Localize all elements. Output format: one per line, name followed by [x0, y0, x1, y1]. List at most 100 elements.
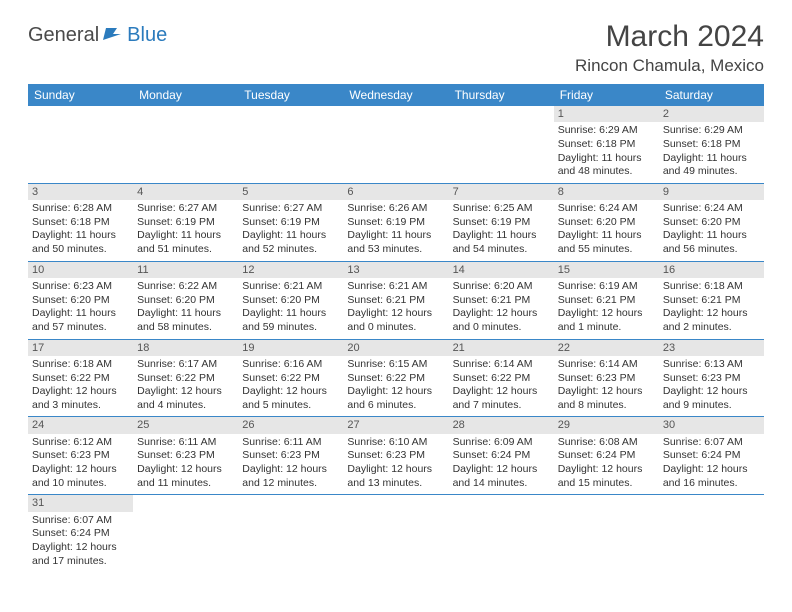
- day-number: 22: [554, 340, 659, 356]
- day-number: 17: [28, 340, 133, 356]
- sunrise-text: Sunrise: 6:25 AM: [453, 202, 550, 216]
- sunrise-text: Sunrise: 6:21 AM: [242, 280, 339, 294]
- sunset-text: Sunset: 6:21 PM: [558, 294, 655, 308]
- calendar-cell: 9Sunrise: 6:24 AMSunset: 6:20 PMDaylight…: [659, 183, 764, 261]
- day-number: 14: [449, 262, 554, 278]
- calendar-cell: 15Sunrise: 6:19 AMSunset: 6:21 PMDayligh…: [554, 261, 659, 339]
- sunrise-text: Sunrise: 6:27 AM: [137, 202, 234, 216]
- sunset-text: Sunset: 6:21 PM: [453, 294, 550, 308]
- sunset-text: Sunset: 6:24 PM: [663, 449, 760, 463]
- calendar-cell: [133, 106, 238, 183]
- sunrise-text: Sunrise: 6:24 AM: [663, 202, 760, 216]
- calendar-cell: 16Sunrise: 6:18 AMSunset: 6:21 PMDayligh…: [659, 261, 764, 339]
- calendar-cell: 19Sunrise: 6:16 AMSunset: 6:22 PMDayligh…: [238, 339, 343, 417]
- sunset-text: Sunset: 6:18 PM: [32, 216, 129, 230]
- weekday-header: Sunday: [28, 84, 133, 106]
- sunset-text: Sunset: 6:20 PM: [242, 294, 339, 308]
- daylight-text: Daylight: 11 hours and 48 minutes.: [558, 152, 655, 179]
- daylight-text: Daylight: 12 hours and 8 minutes.: [558, 385, 655, 412]
- sunrise-text: Sunrise: 6:19 AM: [558, 280, 655, 294]
- day-number: 4: [133, 184, 238, 200]
- calendar-cell: 20Sunrise: 6:15 AMSunset: 6:22 PMDayligh…: [343, 339, 448, 417]
- calendar-cell: 28Sunrise: 6:09 AMSunset: 6:24 PMDayligh…: [449, 417, 554, 495]
- day-number: 26: [238, 417, 343, 433]
- calendar-cell: 22Sunrise: 6:14 AMSunset: 6:23 PMDayligh…: [554, 339, 659, 417]
- sunrise-text: Sunrise: 6:22 AM: [137, 280, 234, 294]
- daylight-text: Daylight: 12 hours and 4 minutes.: [137, 385, 234, 412]
- daylight-text: Daylight: 11 hours and 52 minutes.: [242, 229, 339, 256]
- calendar-cell: 23Sunrise: 6:13 AMSunset: 6:23 PMDayligh…: [659, 339, 764, 417]
- calendar-cell: 13Sunrise: 6:21 AMSunset: 6:21 PMDayligh…: [343, 261, 448, 339]
- sunrise-text: Sunrise: 6:10 AM: [347, 436, 444, 450]
- calendar-cell: [343, 495, 448, 572]
- day-number: 23: [659, 340, 764, 356]
- day-number: 10: [28, 262, 133, 278]
- sunset-text: Sunset: 6:18 PM: [558, 138, 655, 152]
- weekday-header: Tuesday: [238, 84, 343, 106]
- calendar-cell: 2Sunrise: 6:29 AMSunset: 6:18 PMDaylight…: [659, 106, 764, 183]
- daylight-text: Daylight: 11 hours and 54 minutes.: [453, 229, 550, 256]
- calendar-row: 24Sunrise: 6:12 AMSunset: 6:23 PMDayligh…: [28, 417, 764, 495]
- calendar-cell: 25Sunrise: 6:11 AMSunset: 6:23 PMDayligh…: [133, 417, 238, 495]
- daylight-text: Daylight: 12 hours and 11 minutes.: [137, 463, 234, 490]
- calendar-row: 31Sunrise: 6:07 AMSunset: 6:24 PMDayligh…: [28, 495, 764, 572]
- sunrise-text: Sunrise: 6:15 AM: [347, 358, 444, 372]
- sunset-text: Sunset: 6:20 PM: [663, 216, 760, 230]
- day-number: 31: [28, 495, 133, 511]
- day-number: 20: [343, 340, 448, 356]
- sunrise-text: Sunrise: 6:18 AM: [663, 280, 760, 294]
- calendar-cell: 27Sunrise: 6:10 AMSunset: 6:23 PMDayligh…: [343, 417, 448, 495]
- calendar-cell: 12Sunrise: 6:21 AMSunset: 6:20 PMDayligh…: [238, 261, 343, 339]
- calendar-cell: [238, 106, 343, 183]
- day-number: 13: [343, 262, 448, 278]
- sunset-text: Sunset: 6:23 PM: [137, 449, 234, 463]
- weekday-header: Wednesday: [343, 84, 448, 106]
- daylight-text: Daylight: 12 hours and 13 minutes.: [347, 463, 444, 490]
- daylight-text: Daylight: 12 hours and 16 minutes.: [663, 463, 760, 490]
- day-number: 28: [449, 417, 554, 433]
- calendar-row: 1Sunrise: 6:29 AMSunset: 6:18 PMDaylight…: [28, 106, 764, 183]
- day-number: 27: [343, 417, 448, 433]
- sunset-text: Sunset: 6:19 PM: [242, 216, 339, 230]
- logo-text-blue: Blue: [127, 24, 167, 47]
- sunrise-text: Sunrise: 6:20 AM: [453, 280, 550, 294]
- calendar-cell: 26Sunrise: 6:11 AMSunset: 6:23 PMDayligh…: [238, 417, 343, 495]
- daylight-text: Daylight: 12 hours and 9 minutes.: [663, 385, 760, 412]
- calendar-cell: 10Sunrise: 6:23 AMSunset: 6:20 PMDayligh…: [28, 261, 133, 339]
- sunset-text: Sunset: 6:23 PM: [558, 372, 655, 386]
- day-number: 18: [133, 340, 238, 356]
- sunset-text: Sunset: 6:19 PM: [137, 216, 234, 230]
- day-number: 24: [28, 417, 133, 433]
- sunset-text: Sunset: 6:19 PM: [347, 216, 444, 230]
- daylight-text: Daylight: 12 hours and 12 minutes.: [242, 463, 339, 490]
- calendar-table: Sunday Monday Tuesday Wednesday Thursday…: [28, 84, 764, 572]
- sunset-text: Sunset: 6:21 PM: [663, 294, 760, 308]
- flag-icon: [103, 26, 123, 45]
- daylight-text: Daylight: 11 hours and 57 minutes.: [32, 307, 129, 334]
- daylight-text: Daylight: 11 hours and 55 minutes.: [558, 229, 655, 256]
- sunrise-text: Sunrise: 6:11 AM: [137, 436, 234, 450]
- sunrise-text: Sunrise: 6:17 AM: [137, 358, 234, 372]
- weekday-header: Monday: [133, 84, 238, 106]
- sunset-text: Sunset: 6:22 PM: [453, 372, 550, 386]
- sunset-text: Sunset: 6:24 PM: [558, 449, 655, 463]
- calendar-cell: 24Sunrise: 6:12 AMSunset: 6:23 PMDayligh…: [28, 417, 133, 495]
- calendar-cell: 21Sunrise: 6:14 AMSunset: 6:22 PMDayligh…: [449, 339, 554, 417]
- sunset-text: Sunset: 6:21 PM: [347, 294, 444, 308]
- sunset-text: Sunset: 6:18 PM: [663, 138, 760, 152]
- calendar-cell: 4Sunrise: 6:27 AMSunset: 6:19 PMDaylight…: [133, 183, 238, 261]
- weekday-header: Thursday: [449, 84, 554, 106]
- sunset-text: Sunset: 6:22 PM: [137, 372, 234, 386]
- sunrise-text: Sunrise: 6:11 AM: [242, 436, 339, 450]
- calendar-cell: [28, 106, 133, 183]
- weekday-header: Saturday: [659, 84, 764, 106]
- sunrise-text: Sunrise: 6:13 AM: [663, 358, 760, 372]
- calendar-cell: [449, 495, 554, 572]
- calendar-cell: 30Sunrise: 6:07 AMSunset: 6:24 PMDayligh…: [659, 417, 764, 495]
- sunset-text: Sunset: 6:20 PM: [558, 216, 655, 230]
- sunrise-text: Sunrise: 6:07 AM: [663, 436, 760, 450]
- daylight-text: Daylight: 12 hours and 6 minutes.: [347, 385, 444, 412]
- day-number: 6: [343, 184, 448, 200]
- calendar-row: 10Sunrise: 6:23 AMSunset: 6:20 PMDayligh…: [28, 261, 764, 339]
- day-number: 15: [554, 262, 659, 278]
